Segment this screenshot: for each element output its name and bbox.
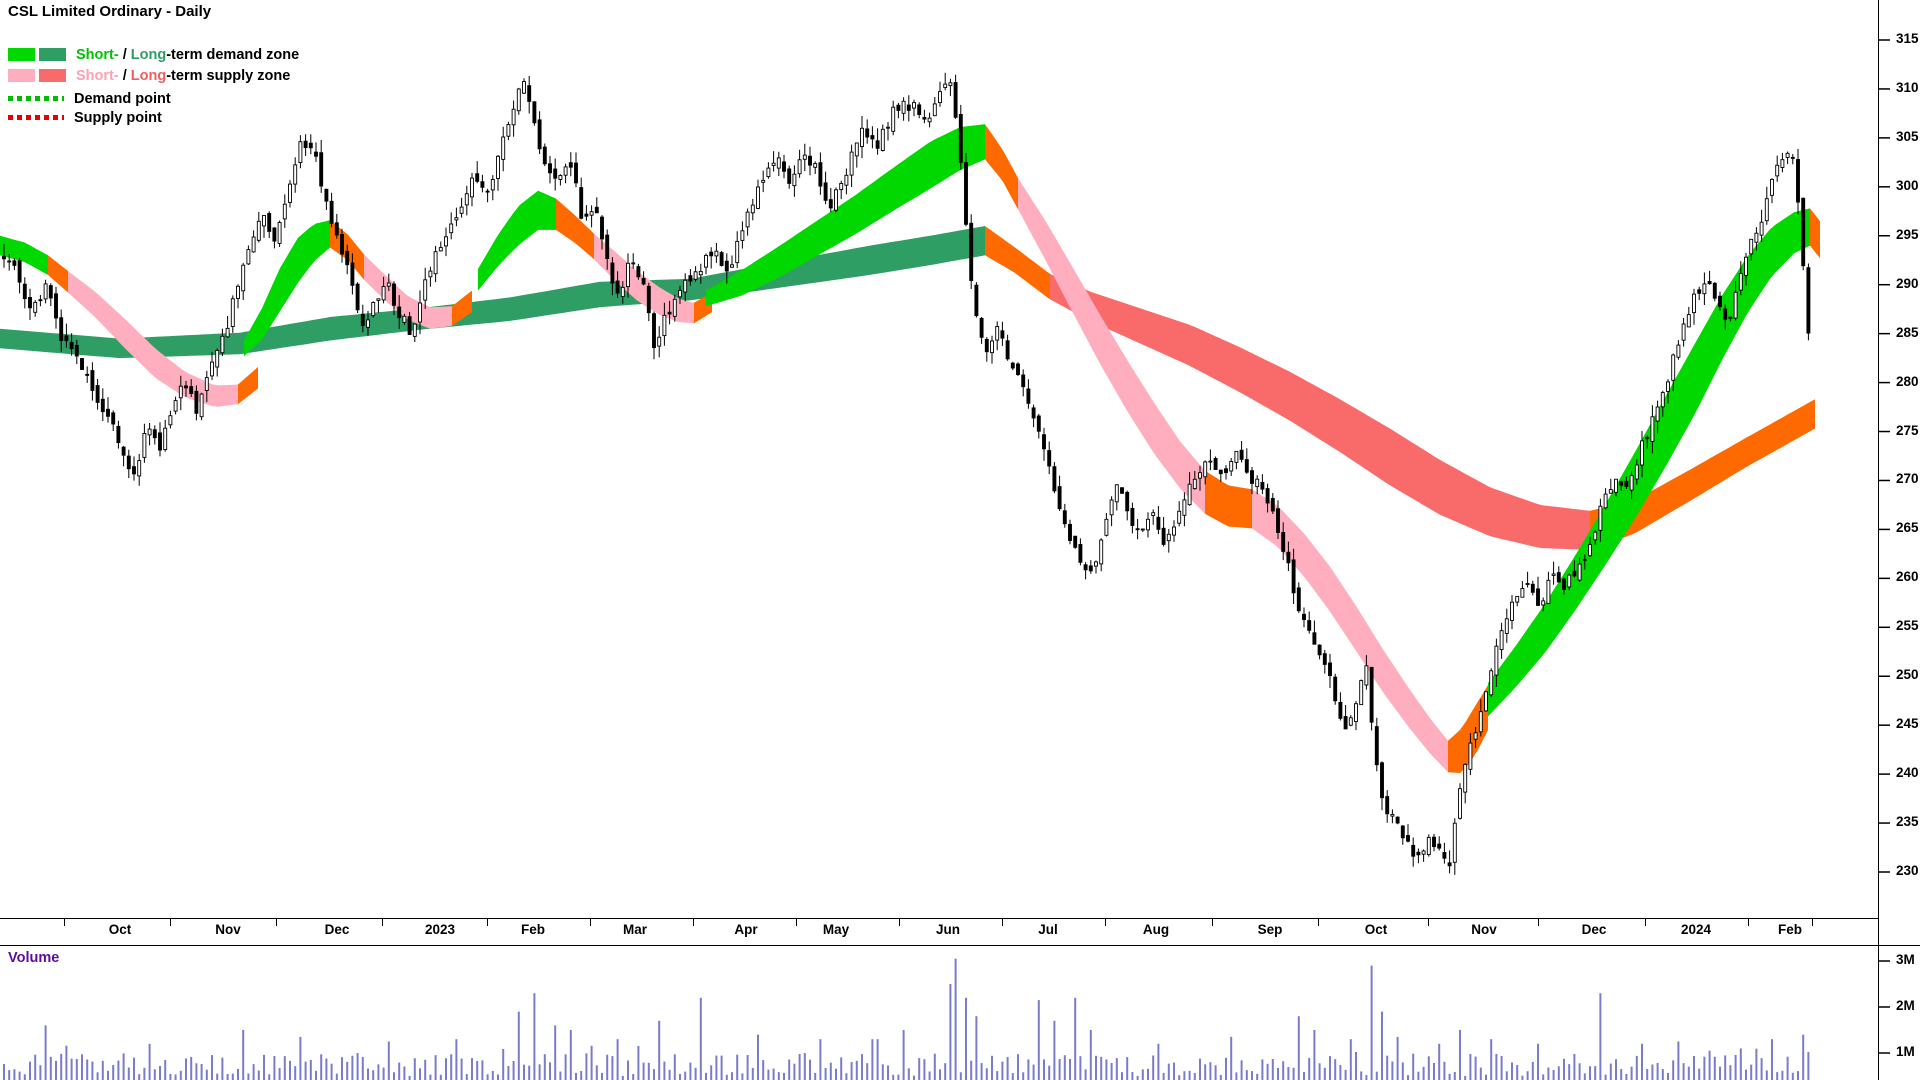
short-supply-swatch bbox=[8, 69, 35, 83]
month-label: Jul bbox=[1038, 922, 1058, 937]
price-tick-label: 235 bbox=[1896, 814, 1919, 830]
price-tick-label: 240 bbox=[1896, 765, 1919, 781]
green-zone-band bbox=[706, 124, 985, 307]
legend-demand-long-label: Long bbox=[130, 46, 167, 63]
price-tick-label: 315 bbox=[1896, 31, 1919, 46]
long-supply-swatch bbox=[39, 69, 66, 83]
month-label: Jun bbox=[935, 922, 960, 937]
legend-supply-point-row: Supply point bbox=[8, 109, 162, 127]
month-label: Feb bbox=[1777, 922, 1802, 937]
volume-tick-label: 3M bbox=[1896, 952, 1915, 967]
price-tick-label: 245 bbox=[1896, 716, 1919, 732]
orange-zone-band bbox=[985, 124, 1018, 210]
price-tick-label: 255 bbox=[1896, 618, 1919, 634]
month-label: Apr bbox=[734, 922, 758, 937]
price-tick-label: 270 bbox=[1896, 471, 1919, 487]
price-tick-label: 230 bbox=[1896, 863, 1919, 878]
chart-title: CSL Limited Ordinary - Daily bbox=[8, 3, 212, 20]
month-label: Dec bbox=[1581, 922, 1607, 937]
month-label: Dec bbox=[324, 922, 350, 937]
orange-zone-band bbox=[452, 290, 472, 326]
month-label: Aug bbox=[1142, 922, 1170, 937]
candlestick-series bbox=[2, 72, 1811, 875]
price-tick-label: 290 bbox=[1896, 275, 1919, 291]
month-label: Nov bbox=[215, 922, 241, 937]
legend-demand-point-label: Demand point bbox=[74, 90, 171, 107]
short-demand-swatch bbox=[8, 48, 35, 62]
orange-zone-band bbox=[556, 198, 594, 260]
volume-panel-label: Volume bbox=[8, 950, 60, 966]
month-label: 2023 bbox=[424, 922, 456, 937]
legend-supply-point-label: Supply point bbox=[74, 109, 162, 126]
legend-supply-long-label: Long bbox=[130, 67, 167, 84]
price-tick-label: 285 bbox=[1896, 324, 1919, 340]
price-tick-label: 265 bbox=[1896, 520, 1919, 536]
orange-zone-band bbox=[1205, 470, 1252, 529]
long-demand-swatch bbox=[39, 48, 66, 62]
orange-zone-band bbox=[1448, 685, 1488, 773]
month-label: Oct bbox=[108, 922, 132, 937]
price-tick-label: 295 bbox=[1896, 226, 1919, 242]
price-tick-label: 305 bbox=[1896, 128, 1919, 144]
volume-bars bbox=[3, 958, 1810, 1080]
volume-tick-label: 1M bbox=[1896, 1044, 1915, 1059]
orange-zone-band bbox=[1590, 399, 1815, 550]
legend-demand-zone-row: Short- / Long-term demand zone bbox=[8, 46, 299, 64]
orange-zone-band bbox=[985, 226, 1050, 300]
pink-zone-band bbox=[68, 271, 238, 407]
price-tick-label: 280 bbox=[1896, 373, 1919, 389]
legend-supply-short-label: Short- bbox=[76, 67, 119, 84]
month-label: May bbox=[822, 922, 850, 937]
legend-demand-point-row: Demand point bbox=[8, 90, 171, 108]
price-tick-label: 275 bbox=[1896, 422, 1919, 438]
green-zone-band bbox=[0, 235, 48, 275]
demand-point-line-swatch bbox=[8, 96, 64, 102]
month-label: Nov bbox=[1471, 922, 1497, 937]
legend-demand-short-label: Short- bbox=[76, 46, 119, 63]
legend-supply-zone-row: Short- / Long-term supply zone bbox=[8, 67, 290, 85]
pink-zone-band bbox=[1252, 489, 1448, 773]
orange-zone-band bbox=[238, 366, 258, 405]
supply-point-line-swatch bbox=[8, 115, 64, 121]
zone-bands bbox=[0, 124, 1820, 773]
pink-zone-band bbox=[364, 254, 452, 329]
pink-zone-band bbox=[1018, 178, 1205, 514]
month-label: Oct bbox=[1364, 922, 1388, 937]
price-tick-label: 260 bbox=[1896, 569, 1919, 585]
orange-zone-band bbox=[48, 255, 68, 293]
red-zone-band bbox=[1050, 273, 1590, 550]
orange-zone-band bbox=[1810, 208, 1820, 259]
seagreen-zone-band bbox=[0, 226, 985, 359]
price-tick-label: 250 bbox=[1896, 667, 1919, 683]
volume-tick-label: 2M bbox=[1896, 998, 1915, 1013]
legend-supply-sep: / bbox=[118, 67, 131, 84]
green-zone-band bbox=[478, 190, 556, 291]
green-zone-band bbox=[1488, 208, 1810, 717]
legend-demand-sep: / bbox=[118, 46, 131, 63]
month-label: Mar bbox=[622, 922, 647, 937]
month-label: Feb bbox=[520, 922, 545, 937]
legend-supply-suffix: -term supply zone bbox=[166, 67, 291, 84]
month-label: 2024 bbox=[1680, 922, 1712, 937]
month-label: Sep bbox=[1257, 922, 1283, 937]
price-tick-label: 310 bbox=[1896, 79, 1919, 95]
legend-demand-suffix: -term demand zone bbox=[166, 46, 300, 63]
price-tick-label: 300 bbox=[1896, 177, 1919, 193]
green-zone-band bbox=[244, 220, 330, 357]
